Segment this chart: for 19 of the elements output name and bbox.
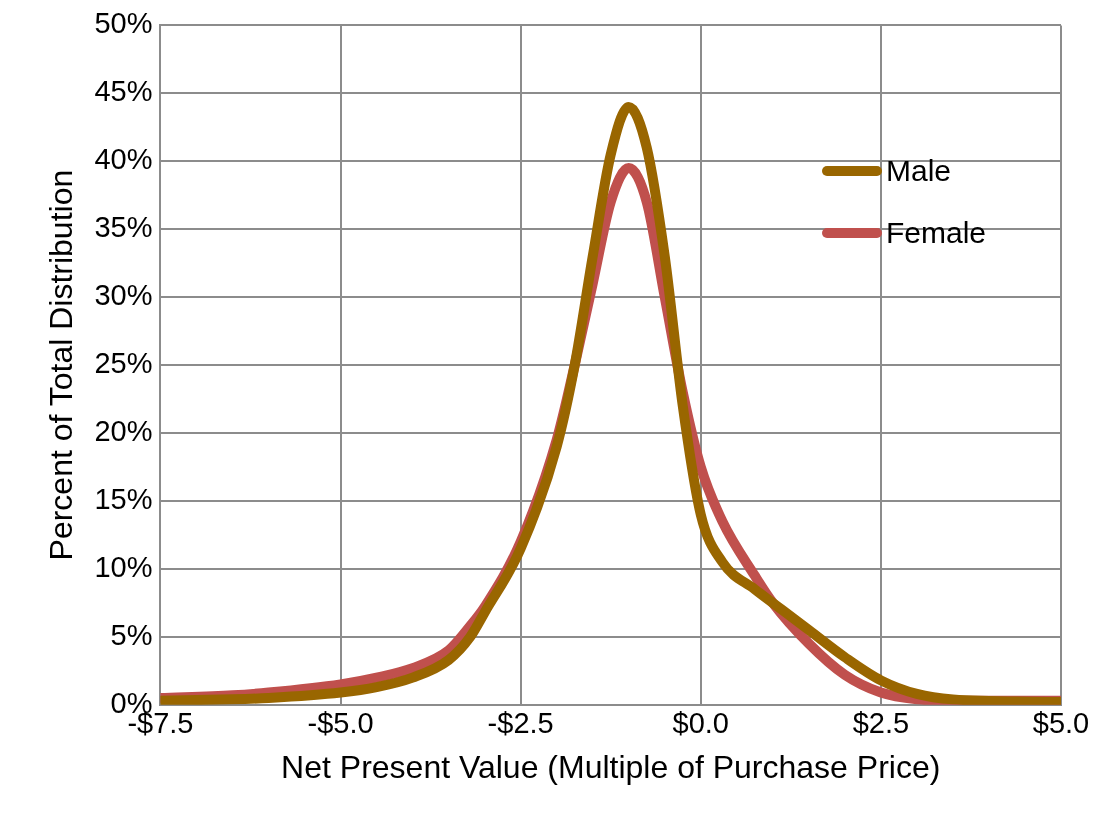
x-tick-label: -$2.5: [487, 707, 554, 740]
y-tick-label: 5%: [110, 618, 153, 651]
y-tick-label: 35%: [94, 211, 153, 244]
x-tick-label: $2.5: [852, 707, 910, 740]
y-tick-label: 20%: [94, 415, 153, 448]
y-tick-label: 30%: [94, 279, 153, 312]
y-tick-label: 25%: [94, 347, 153, 380]
x-tick-label: -$5.0: [307, 707, 374, 740]
y-axis-title: Percent of Total Distribution: [43, 169, 80, 561]
y-tick-label: 40%: [94, 143, 153, 176]
y-tick-label: 50%: [94, 7, 153, 40]
x-axis-title: Net Present Value (Multiple of Purchase Price): [281, 748, 941, 785]
x-tick-label: $5.0: [1032, 707, 1090, 740]
y-tick-label: 45%: [94, 75, 153, 108]
legend-label: Male: [886, 154, 952, 189]
y-tick-label: 15%: [94, 482, 153, 515]
legend-label: Female: [886, 216, 987, 251]
x-tick-label: $0.0: [672, 707, 729, 740]
y-tick-label: 10%: [94, 550, 153, 583]
